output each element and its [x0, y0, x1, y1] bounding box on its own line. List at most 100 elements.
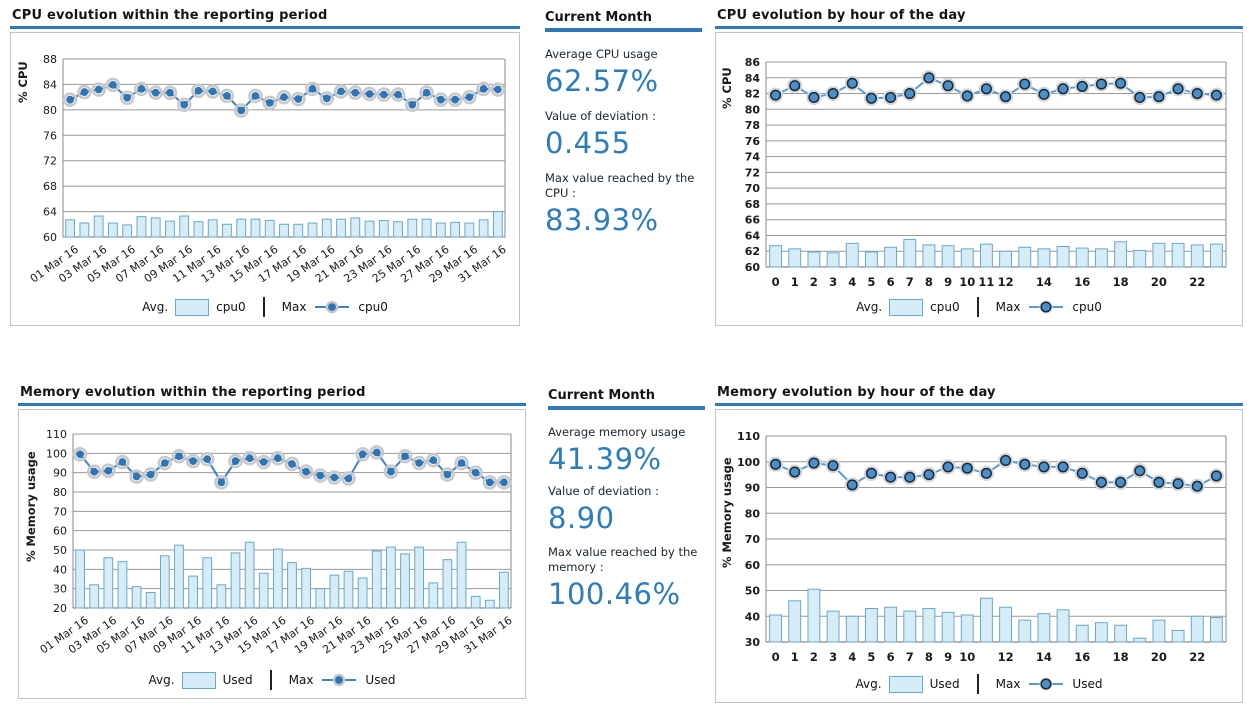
memory-deviation-label: Value of deviation :	[548, 483, 659, 498]
cpu-period-title: CPU evolution within the reporting perio…	[12, 8, 328, 23]
legend-avg-label: Avg.	[142, 300, 169, 314]
svg-text:6: 6	[887, 650, 895, 664]
svg-text:30: 30	[53, 583, 67, 596]
svg-text:72: 72	[745, 166, 760, 179]
legend-separator	[269, 670, 272, 690]
cpu-hour-chart: 60 62 64 66 68 70 72 74 76 78 80 82 84 86% CPU 0 1 2 3 4 5 6…	[715, 32, 1243, 326]
svg-text:20: 20	[53, 602, 67, 615]
cpu-period-title-underline	[10, 26, 520, 29]
svg-text:64: 64	[745, 229, 761, 242]
svg-text:3: 3	[829, 650, 837, 664]
svg-text:86: 86	[745, 56, 761, 69]
avg-swatch-icon	[175, 298, 210, 316]
svg-text:5: 5	[867, 275, 875, 289]
svg-text:4: 4	[848, 275, 856, 289]
memory-period-plot: 20 30 40 50 60 70 80 90 100 110 % Memory usage 01 M…	[24, 428, 515, 657]
x-tick-labels: 0 1 2 3 4 5 6 7 8 9 10 11 12 14 16 18 20 22	[772, 275, 1206, 289]
max-markers	[767, 70, 1225, 106]
svg-text:30: 30	[745, 636, 761, 649]
legend-avg-series: cpu0	[930, 300, 960, 314]
svg-text:84: 84	[745, 72, 761, 85]
cpu-stats-underline	[545, 28, 702, 32]
svg-text:10: 10	[959, 275, 975, 289]
svg-text:66: 66	[745, 214, 761, 227]
svg-text:90: 90	[745, 482, 761, 495]
svg-text:9: 9	[944, 275, 952, 289]
avg-cpu-label: Average CPU usage	[545, 47, 658, 61]
avg-bars	[75, 541, 509, 609]
svg-text:8: 8	[925, 650, 933, 664]
gridlines: 60 64 68 72 76 80 84 88	[43, 53, 506, 244]
max-line-marker-icon	[1029, 300, 1064, 314]
svg-text:80: 80	[53, 486, 67, 499]
memory-stats-heading: Current Month	[548, 388, 656, 403]
svg-text:16: 16	[1074, 275, 1090, 289]
memory-hour-title: Memory evolution by hour of the day	[717, 385, 996, 400]
svg-text:18: 18	[1113, 650, 1129, 664]
svg-text:4: 4	[848, 650, 856, 664]
svg-text:7: 7	[906, 275, 914, 289]
svg-text:3: 3	[829, 275, 837, 289]
svg-text:14: 14	[1036, 275, 1052, 289]
svg-text:64: 64	[43, 206, 57, 219]
svg-text:76: 76	[43, 129, 57, 142]
svg-text:1: 1	[791, 650, 799, 664]
svg-text:80: 80	[745, 103, 761, 116]
svg-text:80: 80	[745, 507, 761, 520]
avg-bars	[769, 588, 1223, 643]
svg-text:0: 0	[772, 650, 780, 664]
svg-text:0: 0	[772, 275, 780, 289]
svg-text:76: 76	[745, 135, 761, 148]
max-line	[775, 76, 1217, 100]
memory-period-title: Memory evolution within the reporting pe…	[20, 385, 366, 400]
memory-deviation-value: 8.90	[548, 500, 615, 535]
svg-text:7: 7	[906, 650, 914, 664]
cpu-max-label: Max value reached by the CPU :	[545, 170, 695, 200]
svg-text:70: 70	[745, 533, 761, 546]
avg-memory-label: Average memory usage	[548, 425, 686, 439]
memory-max-value: 100.46%	[548, 576, 681, 611]
memory-hour-legend: Avg. Used Max Used	[716, 674, 1242, 694]
cpu-hour-title-underline	[715, 26, 1243, 29]
avg-swatch-icon	[181, 671, 216, 689]
svg-text:74: 74	[745, 151, 761, 164]
y-axis-label: % CPU	[16, 61, 30, 103]
max-line-marker-icon	[1029, 677, 1064, 691]
svg-text:10: 10	[959, 650, 975, 664]
gridlines: 30 40 50 60 70 80 90 100 110	[737, 430, 1227, 649]
cpu-deviation-value: 0.455	[545, 125, 631, 160]
max-markers	[62, 77, 506, 118]
svg-text:12: 12	[998, 650, 1014, 664]
memory-stats-underline	[548, 406, 705, 410]
cpu-stats-heading: Current Month	[545, 10, 653, 25]
legend-separator	[976, 674, 979, 694]
memory-period-chart: 20 30 40 50 60 70 80 90 100 110 % Memory usage 01 M…	[18, 409, 526, 699]
svg-text:60: 60	[745, 261, 761, 274]
legend-separator	[976, 297, 979, 317]
legend-max-label: Max	[995, 677, 1021, 691]
cpu-hour-legend: Avg. cpu0 Max cpu0	[716, 297, 1242, 317]
svg-text:6: 6	[887, 275, 895, 289]
memory-hour-chart: 30 40 50 60 70 80 90 100 110% Memory usage 0 1 2 3 4 5…	[715, 409, 1243, 703]
svg-text:11: 11	[978, 275, 994, 289]
svg-text:9: 9	[944, 650, 952, 664]
svg-text:22: 22	[1189, 650, 1205, 664]
legend-max-label: Max	[281, 300, 307, 314]
cpu-period-legend: Avg. cpu0 Max cpu0	[11, 297, 519, 317]
svg-text:2: 2	[810, 275, 818, 289]
svg-text:60: 60	[745, 559, 761, 572]
avg-memory-value: 41.39%	[548, 441, 662, 476]
legend-avg-series: cpu0	[216, 300, 246, 314]
legend-max-series: Used	[1072, 677, 1103, 691]
legend-max-label: Max	[288, 673, 314, 687]
svg-text:70: 70	[745, 182, 761, 195]
svg-text:8: 8	[925, 275, 933, 289]
svg-text:84: 84	[43, 78, 57, 91]
max-line-marker-icon	[322, 673, 357, 687]
svg-text:100: 100	[737, 456, 760, 469]
legend-max-label: Max	[995, 300, 1021, 314]
legend-avg-series: Used	[222, 673, 253, 687]
